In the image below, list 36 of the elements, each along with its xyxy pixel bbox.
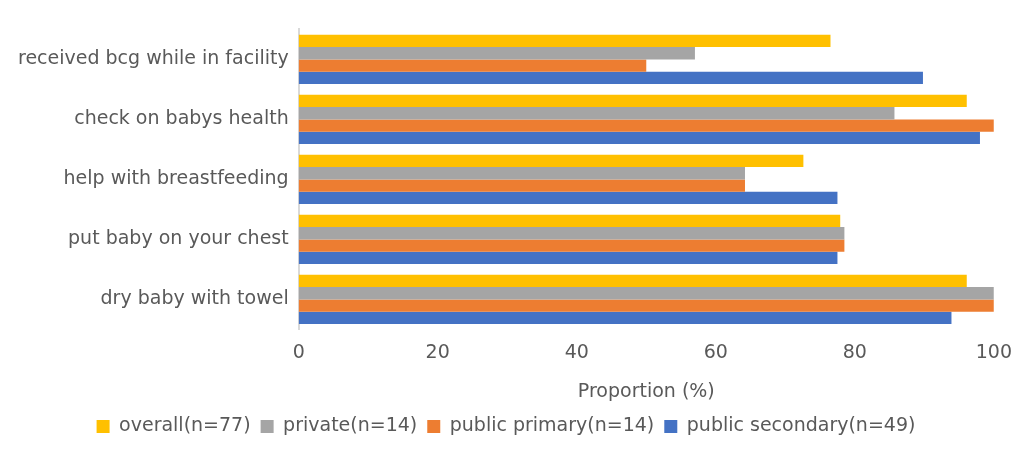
legend-label: public primary(n=14) [449, 413, 655, 436]
y-tick-label: put baby on your chest [68, 226, 289, 249]
x-tick-label: 100 [975, 339, 1012, 362]
bar [298, 274, 967, 288]
x-axis-title: Proportion (%) [577, 378, 715, 401]
bar [298, 107, 895, 120]
bar [298, 251, 838, 264]
bar [298, 71, 923, 84]
bar [298, 167, 745, 180]
legend-label: private(n=14) [283, 413, 418, 436]
bar [298, 94, 967, 108]
bar [298, 287, 994, 300]
x-tick-label: 20 [425, 339, 450, 362]
bar [298, 227, 845, 240]
bar [298, 179, 745, 192]
legend-label: public secondary(n=49) [686, 413, 916, 436]
bar [298, 214, 841, 228]
x-tick-label: 80 [842, 339, 867, 362]
y-tick-label: received bcg while in facility [17, 46, 289, 69]
bar [298, 34, 831, 48]
y-tick-label: help with breastfeeding [63, 166, 289, 189]
bar [298, 59, 647, 72]
y-tick-label: dry baby with towel [100, 286, 289, 309]
x-tick-label: 60 [703, 339, 728, 362]
bar [298, 47, 695, 60]
bar [298, 191, 838, 204]
legend-label: overall(n=77) [119, 413, 251, 436]
y-tick-label: check on babys health [74, 106, 289, 129]
bar [298, 154, 804, 168]
bar [298, 119, 994, 132]
bar [298, 239, 845, 252]
x-tick-label: 0 [292, 339, 305, 362]
bar [298, 131, 980, 144]
x-tick-label: 40 [564, 339, 589, 362]
bar [298, 311, 952, 324]
bar [298, 299, 994, 312]
